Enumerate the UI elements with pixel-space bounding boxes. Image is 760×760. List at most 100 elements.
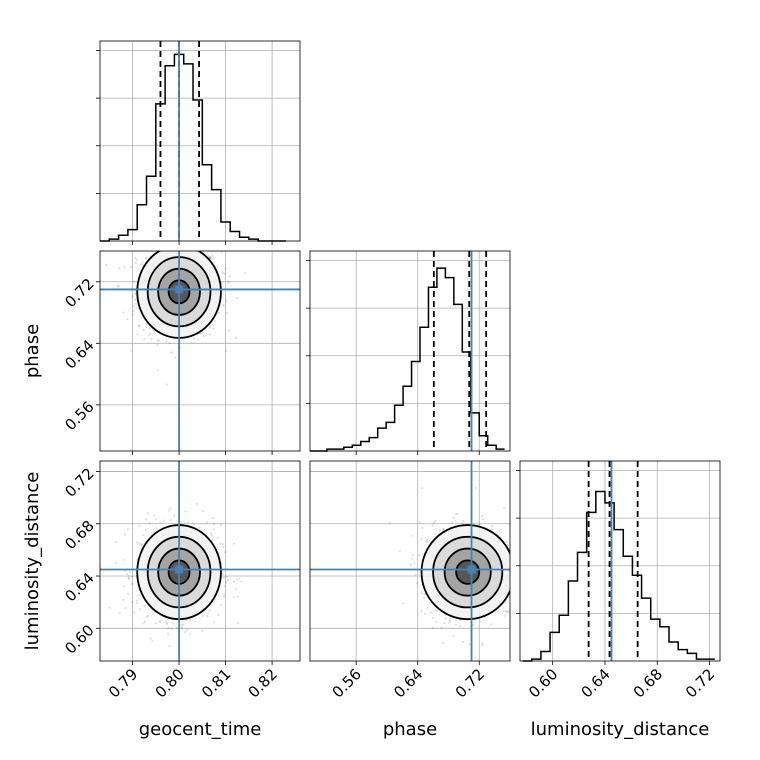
sample-point: [108, 606, 111, 609]
sample-point: [442, 527, 445, 530]
sample-point: [140, 543, 143, 546]
sample-point: [219, 603, 222, 606]
sample-point: [179, 623, 182, 626]
sample-point: [209, 532, 213, 535]
sample-point: [154, 622, 157, 625]
x-axis-label-luminosity_distance: luminosity_distance: [531, 719, 710, 740]
sample-point: [127, 577, 131, 581]
sample-point: [152, 531, 155, 534]
sample-point: [526, 577, 528, 579]
sample-point: [156, 339, 159, 342]
sample-point: [196, 248, 198, 250]
sample-point: [448, 619, 452, 623]
x-tick-label: 0.82: [245, 665, 281, 701]
sample-point: [165, 623, 168, 626]
sample-point: [192, 522, 195, 525]
sample-point: [435, 620, 438, 624]
sample-point: [522, 611, 524, 613]
sample-point: [524, 585, 526, 587]
sample-point: [143, 246, 145, 248]
sample-point: [170, 621, 173, 624]
sample-point: [222, 305, 225, 308]
pair-panel-geocent_time-phase: [96, 234, 301, 455]
sample-point: [169, 242, 171, 244]
sample-point: [207, 244, 209, 246]
sample-point: [135, 558, 139, 561]
sample-point: [224, 267, 227, 270]
sample-point: [117, 285, 120, 288]
sample-point: [168, 342, 171, 345]
sample-point: [522, 575, 524, 577]
sample-point: [451, 521, 454, 524]
sample-point: [212, 327, 215, 330]
sample-point: [490, 527, 494, 530]
pair-panel-geocent_time-luminosity_distance: [96, 460, 301, 665]
sample-point: [127, 576, 131, 579]
sample-point: [157, 339, 161, 342]
pair-panel-phase-luminosity_distance: [309, 460, 528, 665]
sample-point: [155, 527, 158, 530]
sample-point: [142, 622, 145, 625]
sample-point: [514, 570, 516, 572]
sample-point: [208, 256, 211, 259]
sample-point: [169, 351, 173, 354]
sample-point: [481, 518, 485, 521]
sample-point: [188, 618, 192, 621]
truth-point: [467, 565, 476, 574]
sample-point: [512, 579, 514, 581]
sample-point: [420, 591, 423, 595]
sample-point: [115, 561, 118, 564]
sample-point: [237, 577, 240, 580]
sample-point: [192, 337, 196, 340]
sample-point: [195, 237, 197, 239]
sample-point: [167, 626, 170, 630]
sample-point: [225, 349, 228, 352]
panel-frame: [99, 460, 301, 662]
sample-point: [223, 272, 226, 275]
sample-point: [143, 620, 146, 623]
sample-point: [481, 514, 484, 518]
sample-point: [149, 332, 152, 335]
sample-point: [158, 619, 162, 623]
sample-point: [227, 281, 230, 284]
sample-point: [442, 641, 445, 645]
panel-content: [310, 461, 528, 661]
sample-point: [220, 251, 223, 253]
sample-point: [515, 596, 517, 598]
sample-point: [514, 586, 516, 588]
sample-point: [452, 517, 455, 520]
sample-point: [222, 545, 225, 549]
sample-point: [162, 246, 164, 248]
sample-point: [411, 554, 414, 557]
sample-point: [434, 519, 437, 522]
sample-point: [198, 526, 201, 529]
sample-point: [175, 626, 179, 630]
sample-point: [511, 555, 513, 557]
sample-point: [184, 510, 187, 513]
sample-point: [431, 627, 434, 630]
sample-point: [480, 644, 483, 647]
sample-point: [185, 234, 187, 236]
sample-point: [503, 506, 506, 510]
sample-point: [156, 343, 159, 347]
sample-point: [431, 524, 434, 527]
sample-point: [209, 256, 212, 259]
sample-point: [426, 538, 430, 541]
sample-point: [434, 609, 437, 612]
sample-point: [524, 573, 526, 575]
y-tick-label: 0.68: [61, 517, 97, 553]
sample-point: [226, 280, 230, 283]
sample-point: [217, 311, 220, 315]
sample-point: [132, 310, 135, 313]
sample-point: [138, 608, 142, 611]
sample-point: [398, 550, 401, 553]
sample-point: [123, 558, 126, 561]
sample-point: [208, 609, 211, 612]
sample-point: [436, 609, 439, 613]
sample-point: [211, 254, 214, 257]
sample-point: [426, 607, 429, 610]
sample-point: [240, 580, 243, 583]
x-tick-label: 0.79: [105, 665, 141, 701]
sample-point: [138, 324, 141, 327]
sample-point: [197, 237, 199, 239]
